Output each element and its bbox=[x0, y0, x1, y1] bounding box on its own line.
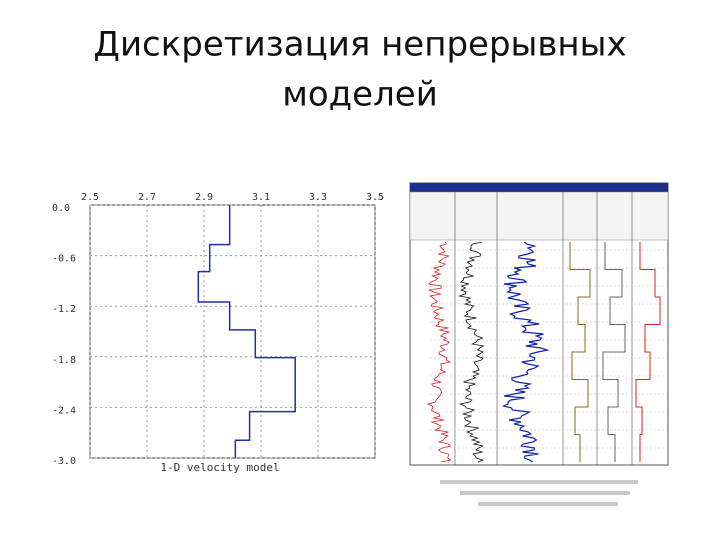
slide-title: моделей bbox=[282, 75, 438, 115]
x-tick-label: 2.5 bbox=[81, 192, 99, 203]
log-step bbox=[602, 242, 626, 462]
plot-frame bbox=[89, 204, 376, 459]
caption-line bbox=[440, 480, 638, 484]
caption bbox=[440, 480, 638, 506]
log-curve bbox=[458, 241, 485, 463]
velocity-line bbox=[197, 205, 296, 458]
slide-title: Дискретизация непрерывных bbox=[93, 25, 626, 65]
title-bar bbox=[410, 183, 668, 192]
log-step bbox=[635, 242, 661, 462]
header bbox=[409, 191, 669, 241]
x-tick-label: 2.9 bbox=[195, 192, 213, 203]
x-tick-label: 3.1 bbox=[252, 192, 270, 203]
log-curve bbox=[426, 241, 452, 463]
x-tick-label: 3.5 bbox=[366, 192, 384, 203]
log-step bbox=[569, 242, 591, 462]
x-tick-label: 2.7 bbox=[138, 192, 156, 203]
y-tick-label: -1.2 bbox=[52, 304, 76, 315]
caption-line bbox=[478, 502, 618, 506]
x-axis-label: 1-D velocity model bbox=[160, 461, 279, 474]
y-tick-label: -3.0 bbox=[52, 456, 76, 467]
y-tick-label: -2.4 bbox=[52, 405, 76, 416]
well-log-screenshot bbox=[409, 182, 669, 466]
y-tick-label: -1.8 bbox=[52, 355, 76, 366]
log-curve bbox=[501, 241, 550, 463]
x-tick-label: 3.3 bbox=[309, 192, 327, 203]
caption-line bbox=[460, 491, 630, 495]
y-tick-label: 0.0 bbox=[52, 203, 70, 214]
y-tick-label: -0.6 bbox=[52, 254, 76, 265]
